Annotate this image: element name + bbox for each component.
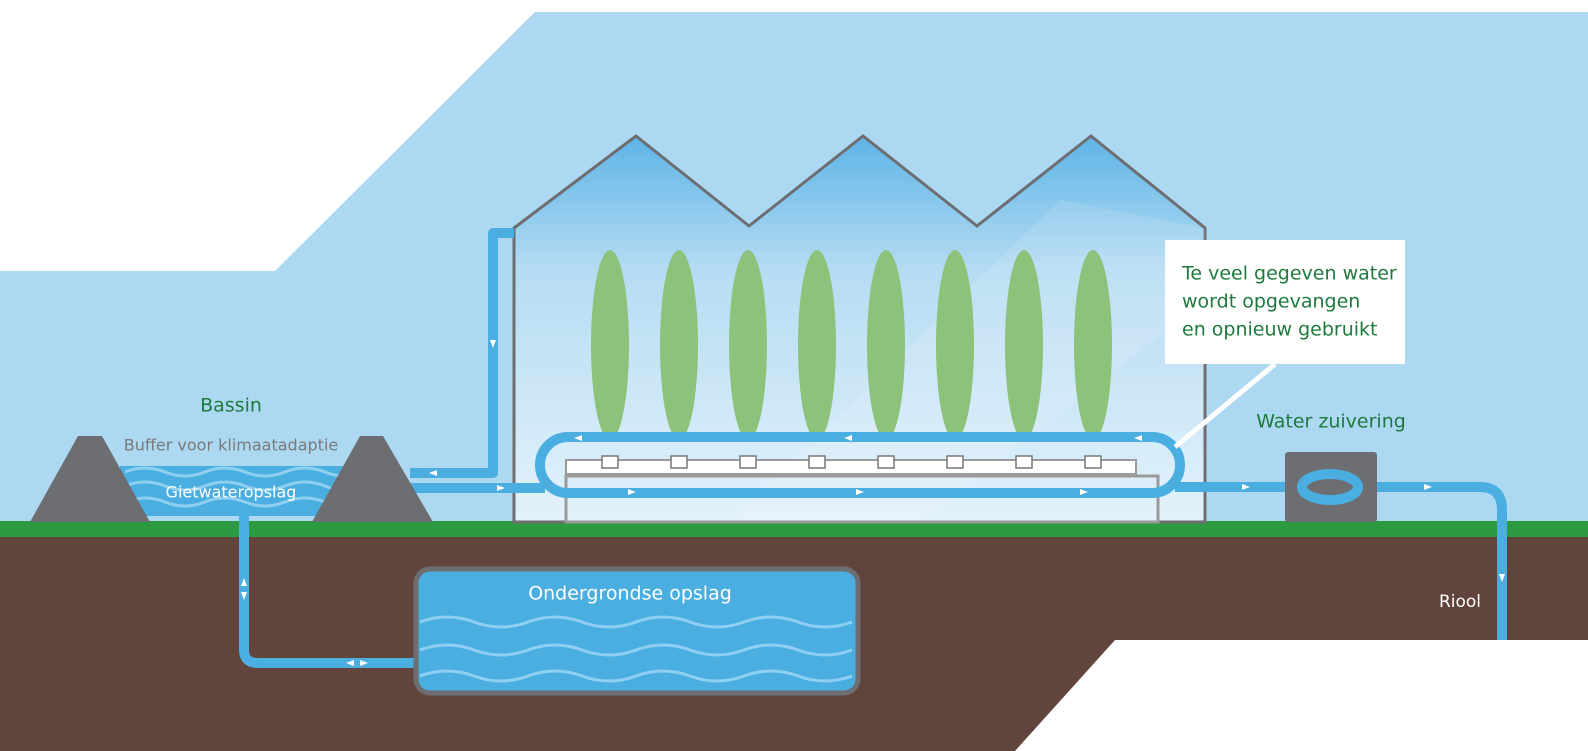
- sewer-label: Riool: [1439, 592, 1481, 612]
- callout-line: en opnieuw gebruikt: [1182, 319, 1377, 341]
- purification-coil: [1297, 469, 1363, 505]
- dike-left: [30, 436, 150, 522]
- callout-box: [1165, 240, 1405, 364]
- callout-line: Te veel gegeven water: [1181, 263, 1397, 285]
- underground-tank: [413, 566, 861, 696]
- bassin-water: [120, 466, 345, 516]
- dike-right: [312, 436, 433, 522]
- purification-unit: [1285, 452, 1377, 522]
- bassin-subtitle: Buffer voor klimaatadaptie: [124, 436, 338, 455]
- callout-pointer: [1173, 362, 1277, 449]
- underground-label: Ondergrondse opslag: [528, 583, 732, 605]
- table-base: [564, 474, 1160, 524]
- bassin-title: Bassin: [200, 395, 262, 417]
- purification-label: Water zuivering: [1256, 411, 1406, 433]
- flow-arrows: [241, 340, 1505, 666]
- table-top: [565, 459, 1137, 475]
- underground-pipe: [239, 505, 420, 668]
- pots: [601, 455, 1102, 469]
- supply-pipe: [410, 228, 514, 478]
- callout-line: wordt opgevangen: [1182, 291, 1360, 313]
- outlet-pipe: [1175, 482, 1507, 640]
- tank-waves: [419, 615, 853, 683]
- grass: [0, 521, 1588, 538]
- bassin-water-label: Gietwateropslag: [166, 483, 297, 502]
- plants: [591, 250, 1112, 440]
